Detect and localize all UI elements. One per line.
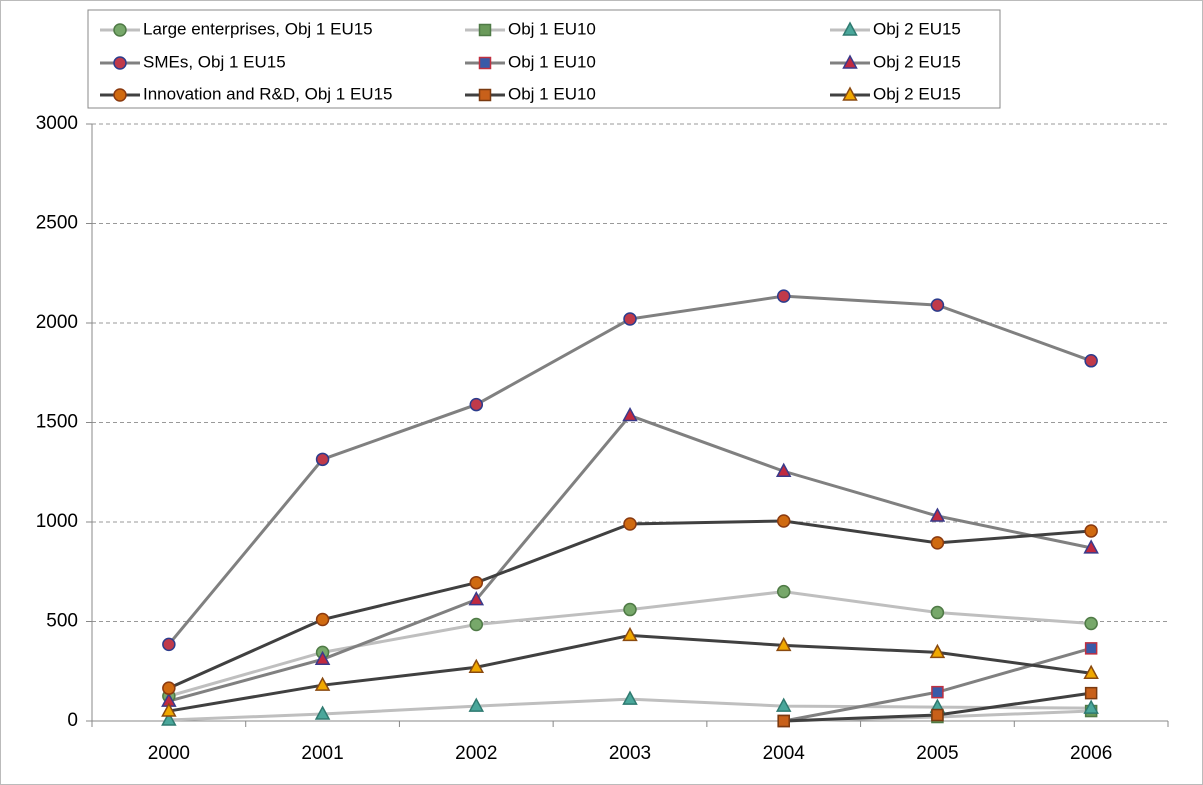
data-point (162, 681, 176, 695)
data-point (162, 637, 176, 652)
data-point (315, 612, 330, 627)
x-tick-label: 2006 (1070, 743, 1112, 764)
legend-marker (478, 88, 492, 102)
data-point (1084, 354, 1098, 368)
data-point (623, 602, 637, 617)
data-point (929, 643, 946, 659)
data-point (1083, 664, 1099, 679)
data-point (931, 685, 944, 699)
data-point (161, 702, 177, 717)
legend-label: Obj 2 EU15 (873, 52, 961, 71)
data-point (930, 605, 945, 620)
legend-marker (842, 21, 858, 36)
legend-marker (478, 23, 492, 37)
legend-marker (113, 23, 127, 37)
x-tick-label: 2001 (301, 743, 343, 764)
y-tick-label: 500 (46, 611, 78, 632)
x-tick-label: 2003 (609, 743, 651, 764)
data-point (1084, 686, 1098, 700)
data-point (775, 462, 792, 478)
y-tick-label: 1500 (36, 412, 78, 433)
data-point (468, 591, 485, 606)
data-point (1084, 616, 1098, 631)
legend-label: Obj 1 EU10 (508, 52, 596, 71)
data-point (622, 406, 638, 422)
x-tick-label: 2005 (916, 743, 958, 764)
data-point (775, 697, 792, 712)
y-tick-label: 3000 (36, 113, 78, 134)
data-point (1084, 524, 1098, 538)
data-point (622, 690, 638, 705)
legend-label: Innovation and R&D, Obj 1 EU15 (143, 84, 392, 103)
data-point (469, 617, 484, 632)
data-point (622, 626, 638, 642)
legend-label: Large enterprises, Obj 1 EU15 (143, 19, 373, 38)
data-point (1083, 539, 1099, 554)
data-point (931, 708, 944, 722)
data-point (929, 507, 946, 522)
legend-label: Obj 2 EU15 (873, 84, 961, 103)
data-point (161, 711, 177, 726)
data-point (314, 705, 331, 720)
legend-label: Obj 2 EU15 (873, 19, 961, 38)
data-point (468, 658, 485, 674)
data-point (930, 536, 945, 550)
y-tick-label: 0 (67, 710, 78, 731)
y-tick-label: 2000 (36, 312, 78, 333)
data-point (776, 514, 791, 528)
legend-marker (113, 88, 127, 102)
data-point (775, 636, 792, 652)
data-point (623, 312, 637, 326)
y-tick-label: 2500 (36, 213, 78, 234)
legend-label: Obj 1 EU10 (508, 84, 596, 103)
legend-marker (478, 56, 492, 70)
x-tick-label: 2000 (148, 743, 190, 764)
x-tick-label: 2004 (763, 743, 806, 764)
x-tick-label: 2002 (455, 743, 497, 764)
data-point (468, 697, 485, 712)
data-point (623, 517, 637, 531)
data-point (314, 650, 331, 666)
legend-marker (113, 56, 127, 70)
legend-marker (842, 86, 858, 101)
data-point (777, 714, 790, 728)
data-point (314, 676, 331, 691)
legend-label: Obj 1 EU10 (508, 19, 596, 38)
data-point (469, 575, 484, 590)
data-point (315, 452, 330, 467)
data-point (469, 397, 484, 412)
y-tick-label: 1000 (36, 511, 78, 532)
data-point (1083, 699, 1099, 714)
data-point (776, 289, 791, 303)
data-point (930, 298, 945, 312)
legend-marker (842, 54, 858, 69)
data-point (776, 584, 791, 599)
legend-label: SMEs, Obj 1 EU15 (143, 52, 286, 71)
data-point (1084, 642, 1098, 655)
